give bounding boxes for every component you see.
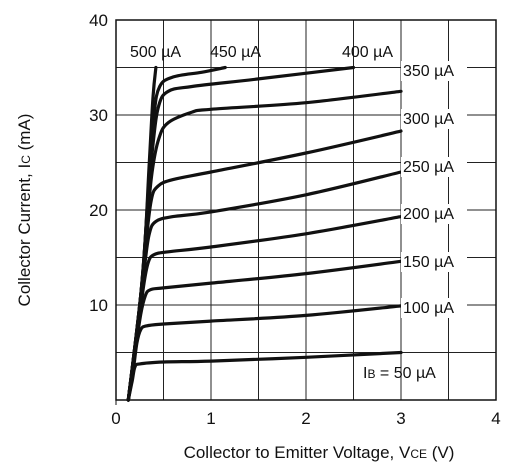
tick-labels: 0 1 2 3 4 10 20 30 40 — [89, 11, 501, 428]
series-label-1: 100 µA — [403, 300, 454, 317]
x-axis-label-sub: CE — [410, 447, 427, 461]
y-tick-label: 10 — [89, 296, 108, 315]
series-label-9: 500 µA — [130, 44, 181, 61]
y-axis-label-main: Collector Current, I — [15, 164, 34, 307]
y-axis-label-unit: (mA) — [15, 114, 34, 151]
plot-border — [115, 19, 497, 401]
series-line-3 — [126, 215, 403, 402]
x-axis-label-unit-text: (V) — [432, 443, 455, 462]
y-tick-label: 20 — [89, 201, 108, 220]
x-tick-label: 0 — [111, 409, 120, 428]
y-tick-label: 30 — [89, 106, 108, 125]
series-labels: IB = 50 µA 100 µA 150 µA 200 µA 250 µA 300 µA… — [130, 44, 467, 382]
series-label-bg — [401, 61, 467, 81]
series-line-9 — [126, 65, 158, 402]
series-label-bg — [401, 252, 467, 272]
series-label-0: IB = 50 µA — [363, 365, 436, 382]
series-label-bg — [401, 204, 467, 224]
y-tick-label: 40 — [89, 11, 108, 30]
series-label-4: 250 µA — [403, 159, 454, 176]
x-axis-label: Collector to Emitter Voltage, VCE (V) — [184, 443, 455, 462]
series-label-2: 150 µA — [403, 254, 454, 271]
series-label-5: 300 µA — [403, 111, 454, 128]
series-label-6: 350 µA — [403, 63, 454, 80]
series-line-0 — [126, 350, 403, 402]
x-tick-label: 4 — [491, 409, 500, 428]
y-axis-label-sub: C — [19, 155, 33, 164]
series-label-3: 200 µA — [403, 206, 454, 223]
x-tick-label: 2 — [301, 409, 310, 428]
x-tick-label: 3 — [396, 409, 405, 428]
series-line-7 — [126, 65, 356, 402]
series-label-bg — [401, 298, 467, 318]
series-line-2 — [126, 259, 403, 402]
series-label-7: 400 µA — [342, 44, 393, 61]
series-label-8: 450 µA — [210, 44, 261, 61]
y-axis-label: Collector Current, IC (mA) — [15, 114, 34, 307]
plot-frame — [115, 19, 497, 401]
x-tick-label: 1 — [206, 409, 215, 428]
series-layer — [126, 65, 403, 402]
series-label-bg — [401, 157, 467, 177]
x-axis-label-main: Collector to Emitter Voltage, V — [184, 443, 411, 462]
series-label-bg — [401, 109, 467, 129]
